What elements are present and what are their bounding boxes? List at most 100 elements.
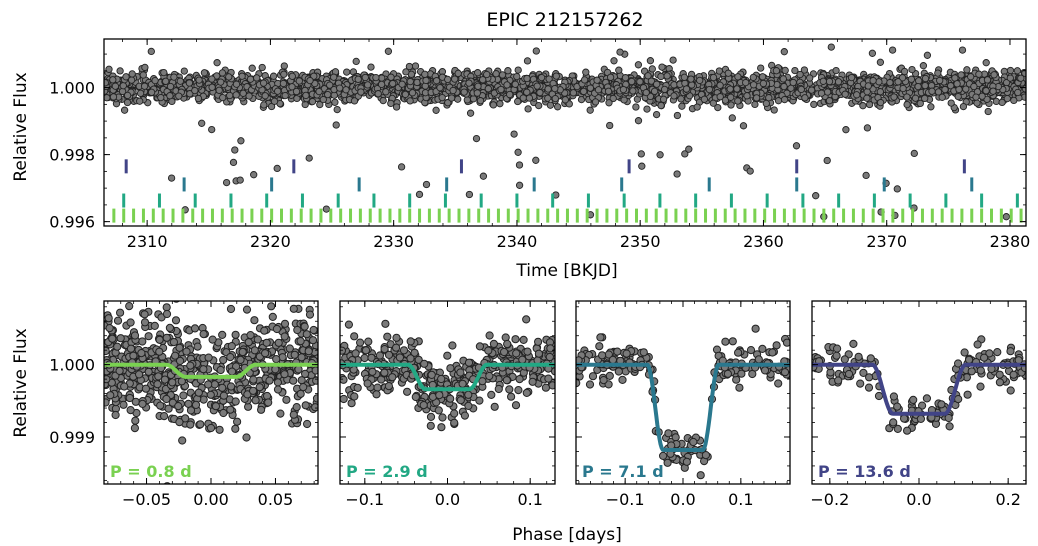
- data-point: [303, 419, 312, 429]
- data-point: [280, 70, 288, 78]
- data-point: [537, 73, 546, 82]
- data-point: [367, 63, 375, 71]
- data-point: [957, 71, 965, 79]
- data-point: [586, 84, 595, 92]
- data-point: [841, 90, 849, 98]
- data-point: [484, 346, 493, 355]
- data-point: [280, 319, 290, 328]
- data-point: [311, 403, 318, 412]
- data-point: [500, 347, 509, 357]
- data-point: [388, 373, 397, 382]
- data-point: [959, 102, 968, 111]
- data-point: [888, 46, 897, 54]
- data-point: [273, 378, 282, 387]
- data-point: [155, 335, 164, 344]
- data-point: [598, 351, 607, 360]
- data-point: [976, 382, 985, 391]
- data-point: [734, 97, 742, 105]
- data-point: [392, 103, 401, 111]
- data-point: [374, 90, 382, 98]
- figure-title: EPIC 212157262: [486, 9, 643, 31]
- data-point: [126, 406, 135, 415]
- data-point: [780, 82, 788, 91]
- data-point: [196, 420, 205, 429]
- data-point: [302, 330, 311, 339]
- bottom-ylabel: Relative Flux: [11, 328, 31, 437]
- data-point: [760, 366, 770, 375]
- data-point: [947, 99, 955, 107]
- data-point: [162, 333, 171, 342]
- data-point: [916, 99, 924, 108]
- data-point: [139, 71, 147, 79]
- data-point: [746, 167, 754, 175]
- data-point: [257, 405, 266, 414]
- data-point: [304, 347, 313, 356]
- data-point: [511, 80, 519, 88]
- y-tick-label: 1.000: [49, 79, 95, 98]
- data-point: [908, 65, 916, 74]
- data-point: [361, 346, 371, 355]
- data-point: [746, 346, 756, 355]
- data-point: [663, 72, 671, 80]
- data-point: [248, 64, 256, 72]
- data-point: [126, 344, 136, 353]
- data-point: [475, 342, 484, 351]
- data-point: [324, 90, 332, 99]
- data-point: [1017, 74, 1025, 82]
- data-point: [758, 344, 767, 353]
- data-point: [191, 86, 199, 95]
- data-point: [332, 121, 340, 129]
- data-point: [503, 339, 512, 349]
- data-point: [422, 180, 431, 189]
- data-point: [1003, 94, 1011, 103]
- data-point: [274, 87, 282, 95]
- data-point: [292, 87, 301, 96]
- data-point: [544, 374, 553, 383]
- data-point: [293, 325, 302, 335]
- data-point: [301, 401, 310, 410]
- data-point: [308, 97, 317, 106]
- data-point: [126, 318, 135, 327]
- x-tick-label: 0.0: [435, 490, 460, 509]
- data-point: [497, 85, 505, 94]
- data-point: [1002, 213, 1010, 221]
- data-point: [245, 92, 253, 100]
- data-point: [113, 316, 123, 325]
- data-point: [484, 85, 492, 93]
- data-point: [432, 77, 441, 85]
- data-point: [973, 99, 981, 107]
- data-point: [262, 338, 271, 347]
- data-point: [958, 46, 967, 54]
- data-point: [606, 73, 615, 81]
- data-point: [682, 457, 692, 466]
- data-point: [243, 390, 252, 399]
- data-point: [534, 349, 544, 358]
- data-point: [436, 84, 444, 92]
- data-point: [181, 414, 190, 423]
- data-point: [406, 354, 415, 363]
- data-point: [532, 47, 540, 55]
- data-point: [944, 413, 953, 423]
- data-point: [585, 380, 595, 389]
- phase-panel-p71: −0.1 0.0 0.1P = 7.1 d: [575, 300, 791, 509]
- data-point: [129, 351, 138, 360]
- data-point: [136, 89, 145, 97]
- data-point: [389, 79, 397, 88]
- data-point: [863, 124, 872, 132]
- data-point: [175, 92, 183, 100]
- y-tick-label: 1.000: [49, 356, 95, 375]
- data-point: [735, 383, 744, 392]
- period-annotation: P = 2.9 d: [346, 462, 428, 481]
- period-annotation: P = 7.1 d: [582, 462, 664, 481]
- data-point: [316, 100, 324, 109]
- data-point: [742, 78, 750, 87]
- data-point: [315, 87, 323, 96]
- data-point: [403, 387, 412, 396]
- data-point: [849, 339, 858, 348]
- data-point: [561, 96, 569, 104]
- data-point: [801, 94, 809, 102]
- data-point: [353, 383, 362, 392]
- data-point: [927, 103, 935, 111]
- data-point: [817, 89, 826, 97]
- data-point: [276, 409, 285, 418]
